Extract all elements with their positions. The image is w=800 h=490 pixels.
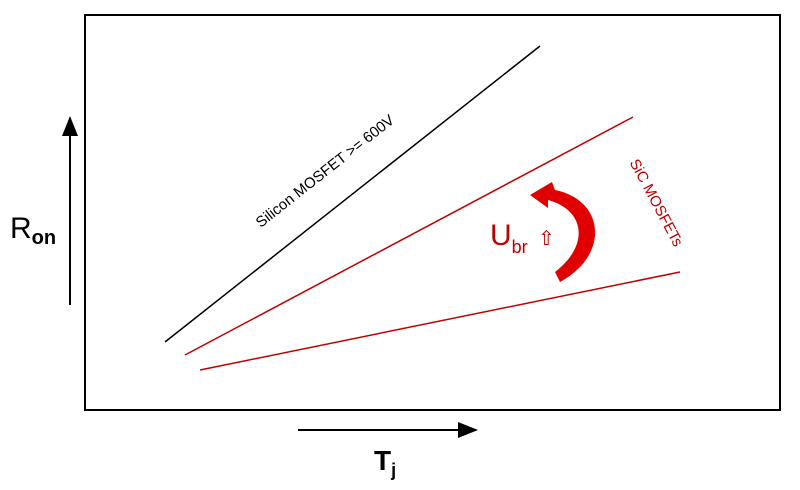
silicon-mosfet-line — [164, 45, 541, 343]
ubr-label: Ubr — [490, 219, 528, 257]
sic-mosfets-label: SiC MOSFETs — [626, 156, 686, 249]
sic-lower-line — [199, 271, 681, 371]
x-axis-label: Tj — [374, 445, 396, 480]
plot-frame — [84, 14, 781, 411]
y-axis-label: Ron — [10, 212, 56, 249]
silicon-mosfet-label: Silicon MOSFET >= 600V — [253, 112, 398, 232]
curved-arrow-icon — [530, 182, 596, 282]
up-arrow-icon: ⇧ — [538, 228, 555, 250]
sic-upper-line — [184, 116, 634, 356]
